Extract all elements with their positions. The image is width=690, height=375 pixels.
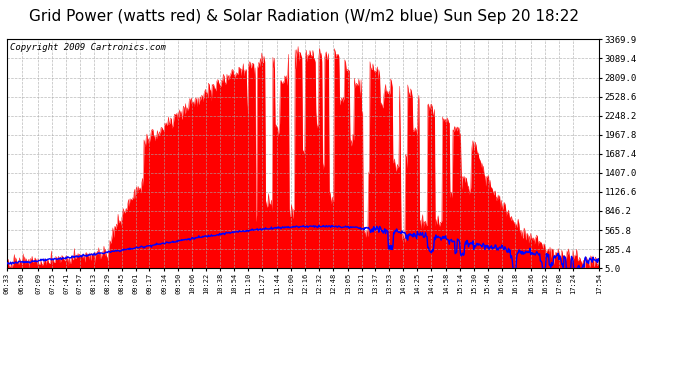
Text: Grid Power (watts red) & Solar Radiation (W/m2 blue) Sun Sep 20 18:22: Grid Power (watts red) & Solar Radiation… [28,9,579,24]
Text: Copyright 2009 Cartronics.com: Copyright 2009 Cartronics.com [10,43,166,52]
